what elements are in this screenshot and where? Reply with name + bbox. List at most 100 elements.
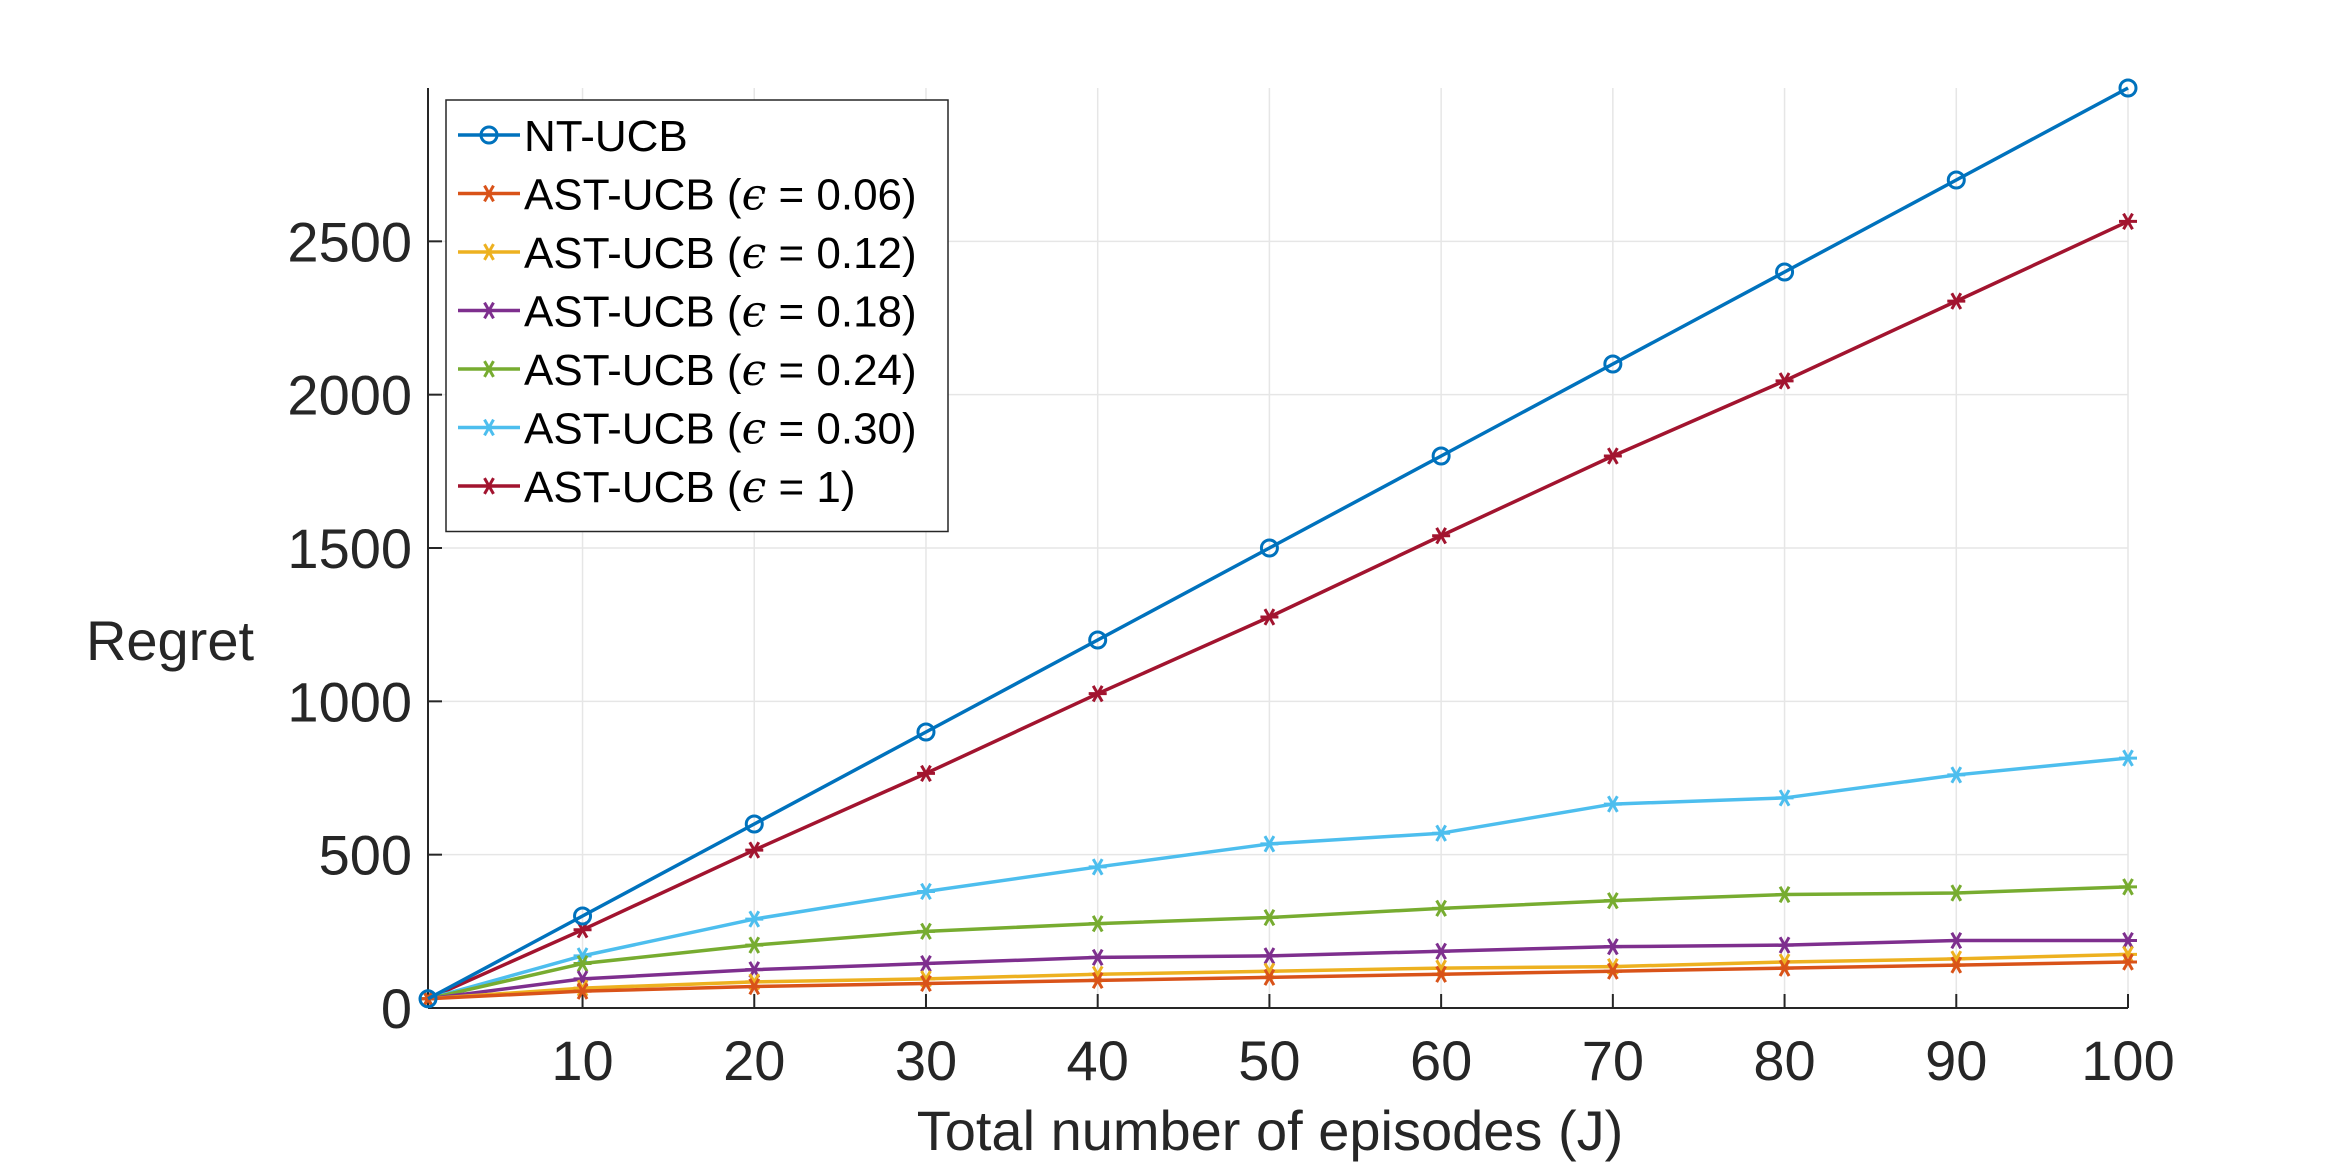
x-tick-label: 100 [2081,1029,2174,1092]
series-0 [418,78,2138,1009]
legend-box [445,99,949,533]
data-point [1775,936,1794,954]
legend-entry: AST-UCB (ϵ = 0.30) [458,404,917,455]
data-point [916,722,936,742]
data-point [1775,372,1794,390]
data-point [1603,962,1622,980]
y-axis-title: Regret [86,609,255,672]
x-tick-label: 60 [1410,1029,1472,1092]
x-tick-label: 80 [1753,1029,1815,1092]
data-point [573,906,593,926]
data-point [1432,942,1451,960]
x-tick-label: 20 [723,1029,785,1092]
series-line [427,960,2129,1001]
series-line [427,86,2129,1001]
legend-label: AST-UCB (ϵ = 0.18) [524,287,917,338]
legend-marker [480,184,498,203]
data-point [573,982,592,1000]
data-point [1603,447,1622,465]
data-point [1947,956,1966,974]
data-point [1260,608,1279,626]
data-point [916,764,935,782]
data-point [1260,908,1279,927]
data-point [1088,858,1107,876]
legend-entry: AST-UCB (ϵ = 0.24) [458,345,917,396]
legend-label: AST-UCB (ϵ = 0.24) [524,345,917,396]
x-tick-label: 90 [1925,1029,1987,1092]
data-point [2119,749,2137,767]
data-point [2119,212,2137,230]
y-tick-label: 500 [319,824,412,887]
data-point [1603,892,1622,910]
data-point [1260,947,1279,965]
data-point [573,954,592,973]
data-point [1947,292,1966,310]
legend-marker [480,477,498,495]
data-point [1259,538,1279,558]
data-point [916,974,935,993]
data-point [1775,959,1794,977]
data-point [2119,931,2137,950]
legend-label: NT-UCB [524,112,688,161]
data-point [1260,835,1279,853]
data-point [418,989,438,1009]
data-point [1603,354,1623,374]
legend-label: AST-UCB (ϵ = 0.30) [524,404,917,455]
data-point [1775,262,1795,282]
y-tick-label: 2500 [287,210,412,273]
data-point [1946,170,1966,190]
data-point [1603,795,1622,813]
legend-label: AST-UCB (ϵ = 1) [524,462,856,513]
series-1 [419,953,2137,1008]
data-point [745,977,764,996]
data-point [1088,630,1108,650]
y-tick-label: 1000 [287,670,412,733]
legend-marker [480,360,498,378]
legend-label: AST-UCB (ϵ = 0.12) [524,228,917,279]
y-tick-label: 1500 [287,517,412,580]
data-point [1432,899,1451,917]
legend-entry: AST-UCB (ϵ = 1) [458,462,856,513]
data-point [1947,766,1966,784]
data-point [1775,885,1794,904]
series-line [427,756,2129,1001]
y-tick-label: 2000 [287,364,412,427]
x-tick-label: 30 [895,1029,957,1092]
axes [427,88,2129,1009]
legend: NT-UCB AST-UCB (ϵ = 0.06) AST-UCB (ϵ = 0.1… [445,99,949,533]
data-point [1603,938,1622,956]
data-point [573,979,592,997]
data-point [1432,965,1451,983]
legend-marker [479,125,499,145]
x-tick-label: 70 [1582,1029,1644,1092]
legend-marker [480,301,498,320]
data-point [916,882,935,901]
x-tick-label: 40 [1067,1029,1129,1092]
legend-entry: NT-UCB [458,112,688,161]
data-point [744,814,764,834]
data-point [1775,789,1794,807]
data-point [916,922,935,940]
data-point [2118,78,2138,98]
data-point [1088,971,1107,989]
data-point [1947,884,1966,902]
data-point [745,936,764,954]
series-group [418,78,2138,1009]
x-tick-label: 50 [1238,1029,1300,1092]
data-point [745,841,764,859]
data-point [916,954,935,973]
tick-labels: 10 20 30 40 50 60 70 80 90 1000500100015002000250… [287,210,2174,1092]
data-point [2119,878,2137,896]
data-point [1260,968,1279,986]
data-point [1432,824,1451,842]
data-point [1088,685,1107,703]
legend-label: AST-UCB (ϵ = 0.06) [524,170,917,221]
data-point [745,910,764,928]
data-point [1947,931,1966,950]
legend-entry: AST-UCB (ϵ = 0.12) [458,228,917,279]
legend-entry: AST-UCB (ϵ = 0.06) [458,170,917,221]
legend-entry: AST-UCB (ϵ = 0.18) [458,287,917,338]
data-point [1088,915,1107,933]
data-point [1088,948,1107,966]
